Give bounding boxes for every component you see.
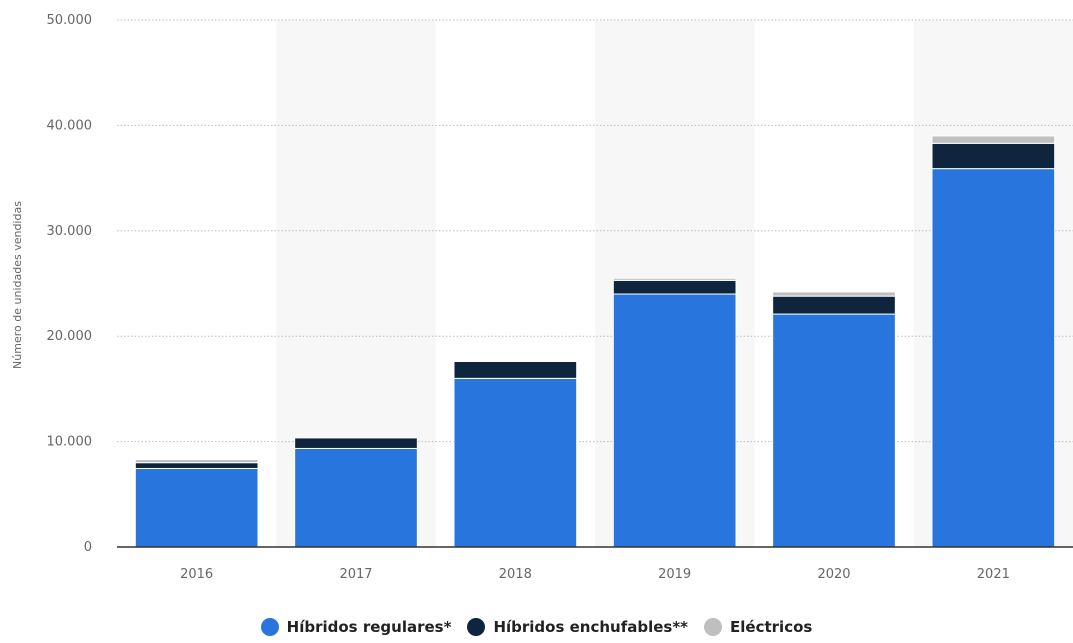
bar-segment[interactable] [772, 295, 896, 315]
y-tick-label: 10.000 [47, 435, 93, 450]
legend: Híbridos regulares* Híbridos enchufables*… [0, 618, 1073, 636]
x-tick-label: 2020 [817, 567, 850, 582]
bar-segment[interactable] [453, 377, 578, 548]
bar-segment[interactable] [134, 467, 259, 548]
legend-label: Eléctricos [730, 618, 813, 636]
y-tick-label: 30.000 [47, 224, 93, 239]
bar-segment[interactable] [294, 447, 418, 548]
bar-segment[interactable] [134, 462, 259, 469]
bar-segment[interactable] [294, 437, 418, 449]
bar-segment[interactable] [612, 279, 737, 295]
stacked-bar-chart: 0 10.000 20.000 30.000 40.000 50.000 2016 2017… [11, 13, 1073, 582]
bar-segment[interactable] [772, 313, 896, 548]
bar-segment[interactable] [931, 168, 1056, 548]
bar-segment[interactable] [931, 142, 1056, 170]
x-tick-label: 2018 [499, 567, 532, 582]
x-tick-label: 2016 [180, 567, 213, 582]
legend-item[interactable]: Híbridos enchufables** [467, 618, 688, 636]
legend-label: Híbridos regulares* [286, 618, 452, 636]
legend-swatch [467, 618, 486, 636]
legend-item[interactable]: Eléctricos [704, 618, 812, 636]
legend-swatch [260, 618, 279, 636]
bar-segment[interactable] [612, 293, 737, 548]
bar-segment[interactable] [134, 459, 259, 464]
y-tick-label: 20.000 [47, 329, 93, 344]
bar-segment[interactable] [453, 360, 578, 379]
y-tick-label: 0 [84, 540, 92, 555]
x-tick-label: 2019 [658, 567, 691, 582]
legend-item[interactable]: Híbridos regulares* [260, 618, 452, 636]
bar-segment[interactable] [612, 277, 737, 281]
x-tick-label: 2017 [339, 567, 372, 582]
legend-swatch [704, 618, 723, 636]
x-tick-label: 2021 [977, 567, 1010, 582]
legend-label: Híbridos enchufables** [493, 618, 689, 636]
x-axis-tick-labels: 2016 2017 2018 2019 2020 2021 [180, 567, 1010, 582]
bars [134, 135, 1056, 548]
y-axis-label: Número de unidades vendidas [11, 201, 24, 369]
bar-segment[interactable] [931, 135, 1056, 144]
bar-segment[interactable] [772, 291, 896, 297]
y-tick-label: 50.000 [47, 13, 93, 28]
y-tick-label: 40.000 [47, 118, 93, 133]
y-axis-tick-labels: 0 10.000 20.000 30.000 40.000 50.000 [47, 13, 93, 555]
